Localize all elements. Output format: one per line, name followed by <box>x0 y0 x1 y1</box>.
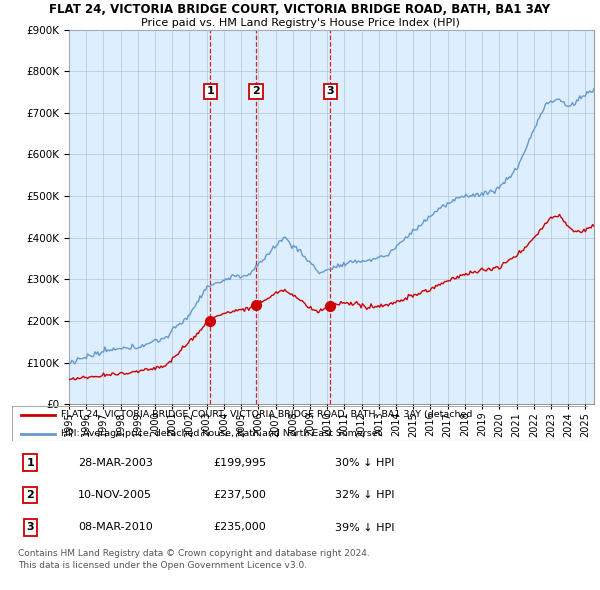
Text: 30% ↓ HPI: 30% ↓ HPI <box>335 457 394 467</box>
Text: 39% ↓ HPI: 39% ↓ HPI <box>335 523 394 533</box>
Text: 10-NOV-2005: 10-NOV-2005 <box>78 490 152 500</box>
Text: Price paid vs. HM Land Registry's House Price Index (HPI): Price paid vs. HM Land Registry's House … <box>140 18 460 28</box>
Text: 2: 2 <box>26 490 34 500</box>
Text: Contains HM Land Registry data © Crown copyright and database right 2024.: Contains HM Land Registry data © Crown c… <box>18 549 370 558</box>
Text: £235,000: £235,000 <box>214 523 266 533</box>
Text: FLAT 24, VICTORIA BRIDGE COURT, VICTORIA BRIDGE ROAD, BATH, BA1 3AY (detached: FLAT 24, VICTORIA BRIDGE COURT, VICTORIA… <box>61 410 472 419</box>
Text: FLAT 24, VICTORIA BRIDGE COURT, VICTORIA BRIDGE ROAD, BATH, BA1 3AY: FLAT 24, VICTORIA BRIDGE COURT, VICTORIA… <box>49 3 551 16</box>
Text: 3: 3 <box>326 86 334 96</box>
Text: 3: 3 <box>26 523 34 533</box>
Text: 08-MAR-2010: 08-MAR-2010 <box>78 523 153 533</box>
Text: 2: 2 <box>252 86 260 96</box>
Text: This data is licensed under the Open Government Licence v3.0.: This data is licensed under the Open Gov… <box>18 560 307 569</box>
Text: £237,500: £237,500 <box>214 490 266 500</box>
Text: HPI: Average price, detached house, Bath and North East Somerset: HPI: Average price, detached house, Bath… <box>61 429 382 438</box>
Text: 28-MAR-2003: 28-MAR-2003 <box>78 457 153 467</box>
Text: £199,995: £199,995 <box>214 457 267 467</box>
Text: 1: 1 <box>26 457 34 467</box>
Text: 32% ↓ HPI: 32% ↓ HPI <box>335 490 394 500</box>
Text: 1: 1 <box>206 86 214 96</box>
